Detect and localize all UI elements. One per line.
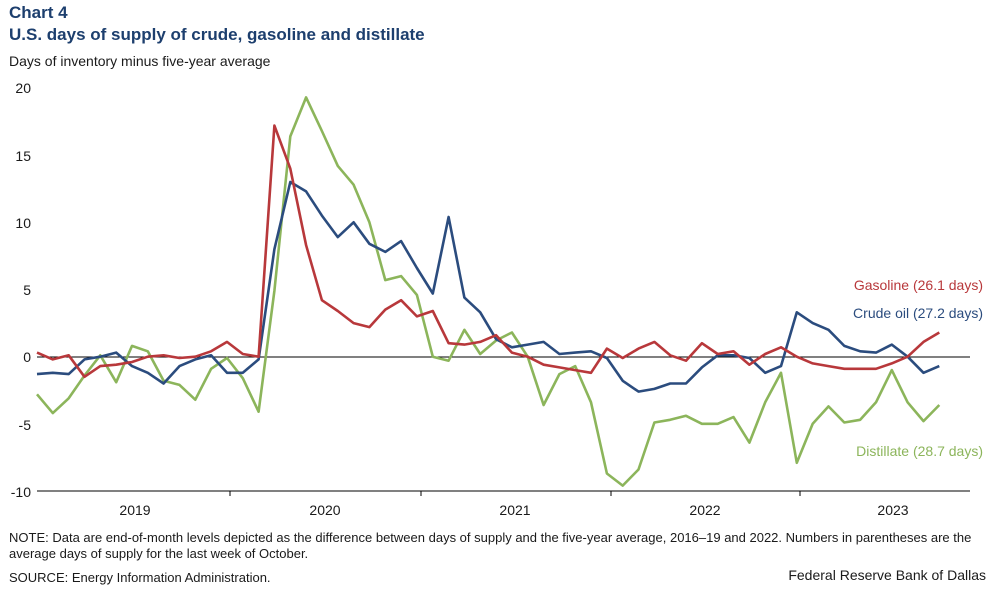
y-tick-label: -10 [11, 484, 31, 500]
x-tick-labels: 2019 2020 2021 2022 2023 [119, 502, 908, 518]
series-label-gasoline: Gasoline (26.1 days) [854, 277, 983, 293]
y-tick-labels: 20 15 10 5 0 -5 -10 [11, 80, 31, 500]
x-tick-marks [229, 491, 801, 496]
x-tick-label: 2023 [877, 502, 908, 518]
x-tick-label: 2020 [309, 502, 340, 518]
x-tick-label: 2022 [689, 502, 720, 518]
y-tick-label: 10 [15, 215, 31, 231]
y-axis-label: Days of inventory minus five-year averag… [9, 53, 271, 69]
series-label-crude-oil: Crude oil (27.2 days) [853, 305, 983, 321]
x-tick-label: 2021 [499, 502, 530, 518]
series-line-gasoline [36, 124, 940, 379]
y-tick-label: 0 [23, 349, 31, 365]
source-text: SOURCE: Energy Information Administratio… [9, 570, 271, 585]
series-line-distillate [36, 96, 941, 487]
y-tick-label: 15 [15, 148, 31, 164]
line-chart: 20 15 10 5 0 -5 -10 2019 2020 2021 2022 … [11, 80, 983, 518]
y-tick-label: 20 [15, 80, 31, 96]
note-text: NOTE: Data are end-of-month levels depic… [9, 530, 972, 561]
y-tick-label: 5 [23, 282, 31, 298]
y-tick-label: -5 [19, 417, 32, 433]
chart-title: U.S. days of supply of crude, gasoline a… [9, 25, 425, 44]
credit-text: Federal Reserve Bank of Dallas [788, 567, 986, 583]
series-lines [36, 96, 941, 487]
series-line-crude-oil [36, 180, 940, 393]
chart-number: Chart 4 [9, 3, 68, 22]
x-tick-label: 2019 [119, 502, 150, 518]
series-label-distillate: Distillate (28.7 days) [856, 443, 983, 459]
